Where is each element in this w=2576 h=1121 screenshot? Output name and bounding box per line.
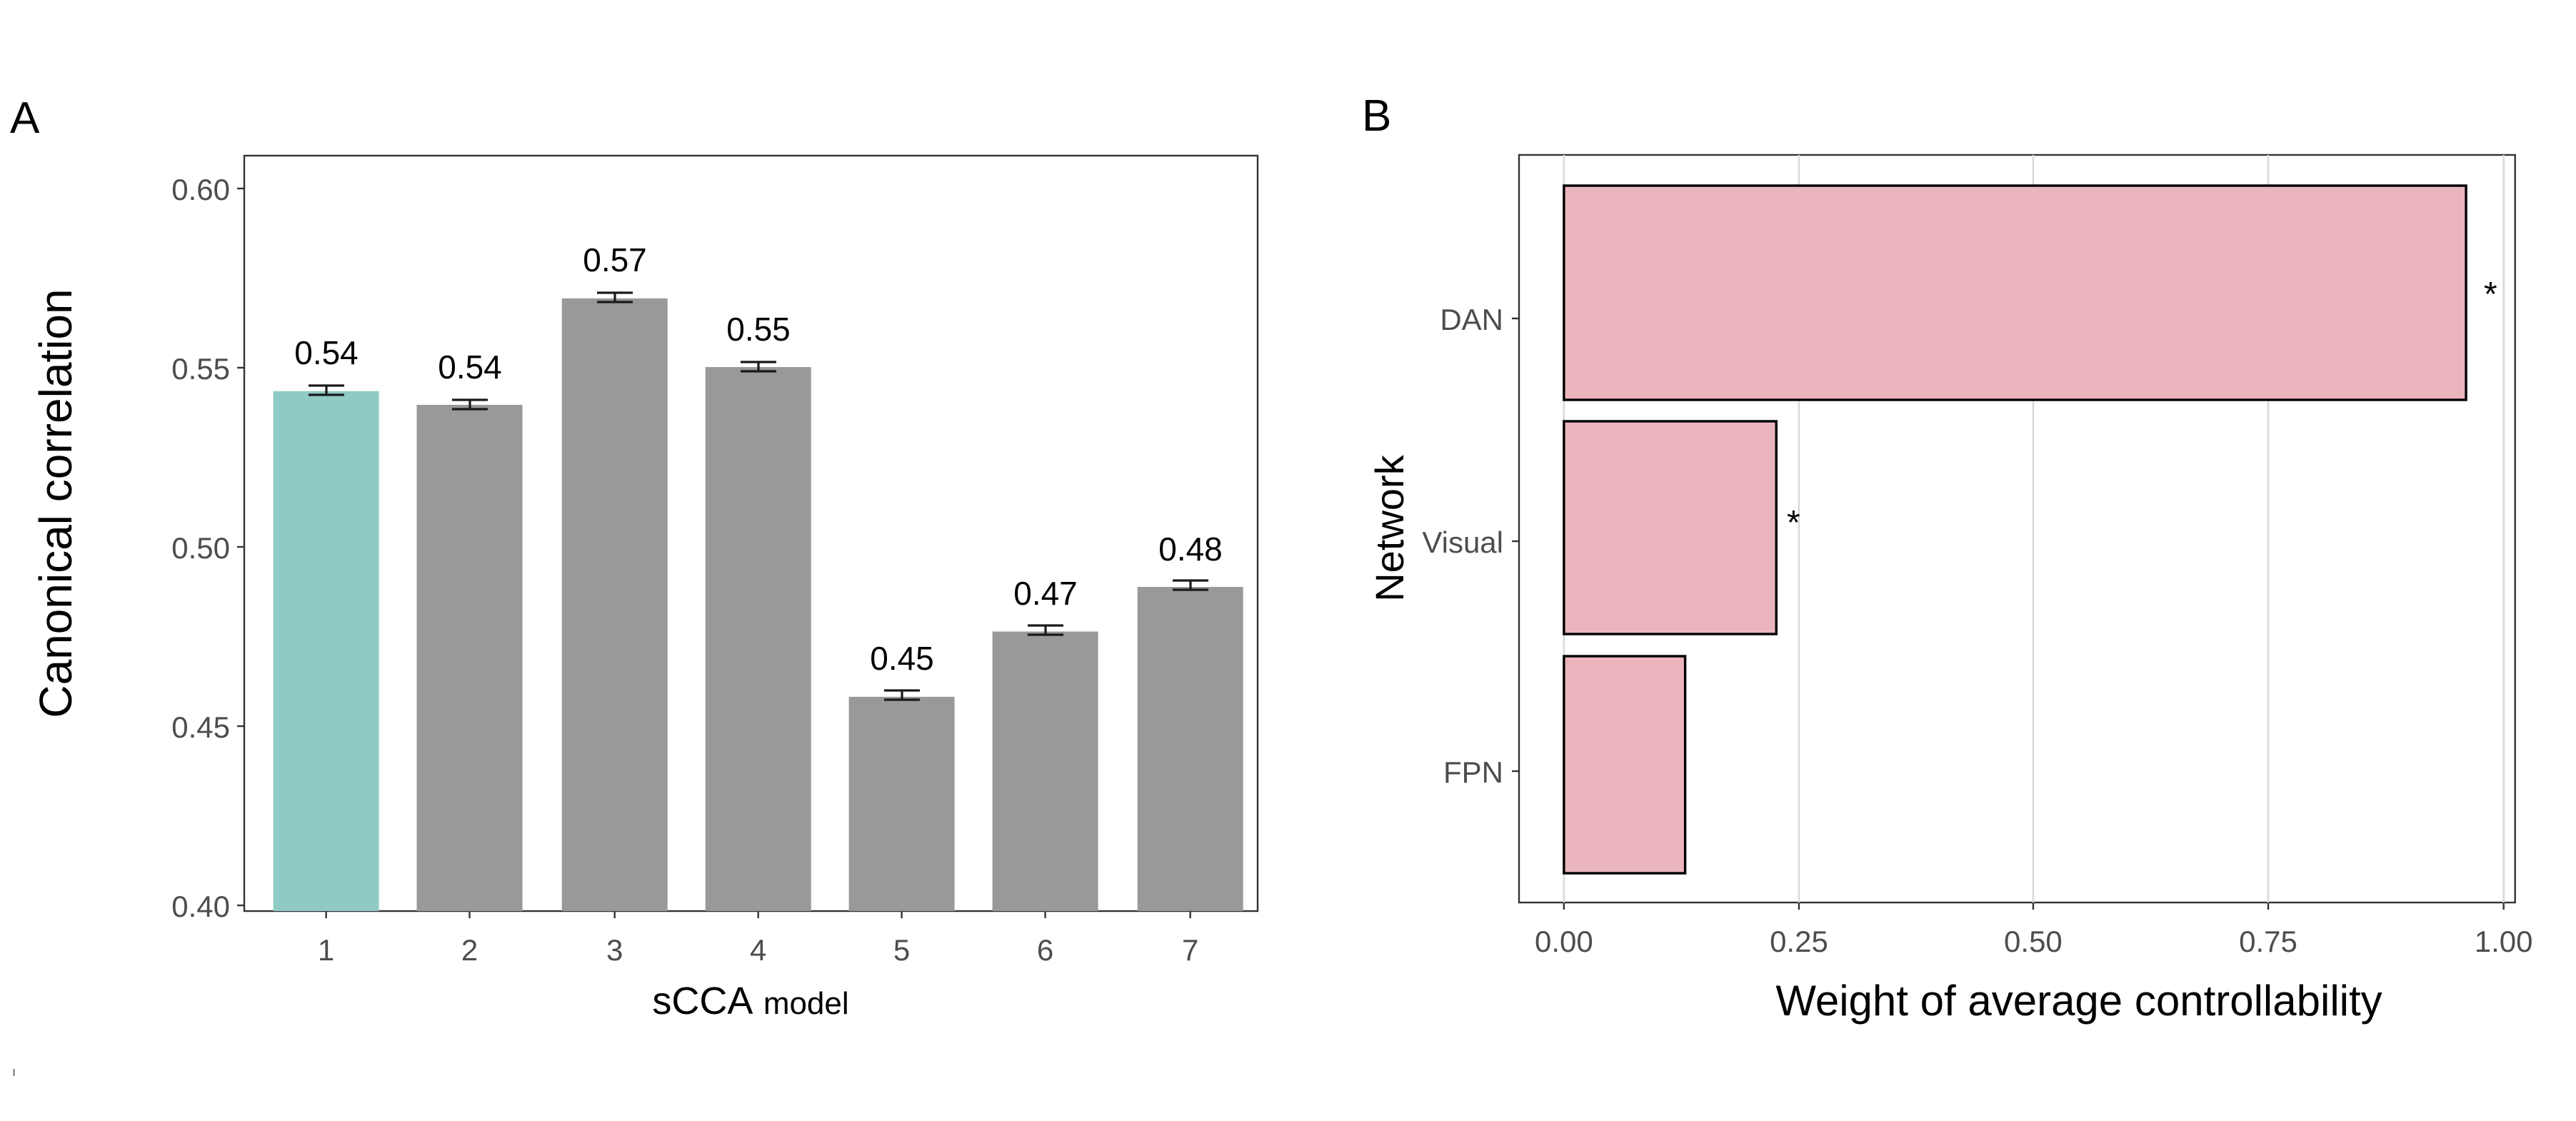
svg-text:6: 6 bbox=[1037, 933, 1053, 967]
svg-text:4: 4 bbox=[750, 933, 766, 967]
svg-text:0.50: 0.50 bbox=[2004, 925, 2063, 958]
svg-text:A: A bbox=[10, 94, 40, 143]
svg-text:Weight of average controllabil: Weight of average controllability bbox=[1775, 977, 2382, 1025]
svg-text:0.00: 0.00 bbox=[1535, 925, 1593, 958]
svg-text:0.75: 0.75 bbox=[2239, 925, 2297, 958]
svg-text:1.00: 1.00 bbox=[2475, 925, 2533, 958]
svg-text:7: 7 bbox=[1182, 933, 1198, 967]
svg-text:0.47: 0.47 bbox=[1013, 575, 1078, 612]
svg-text:*: * bbox=[1787, 504, 1800, 542]
svg-text:0.50: 0.50 bbox=[171, 531, 230, 565]
svg-text:5: 5 bbox=[893, 933, 910, 967]
svg-text:Canonical correlation: Canonical correlation bbox=[30, 288, 81, 718]
svg-text:FPN: FPN bbox=[1443, 755, 1503, 789]
svg-text:0.48: 0.48 bbox=[1158, 531, 1223, 568]
svg-text:*: * bbox=[2484, 276, 2497, 313]
svg-text:0.40: 0.40 bbox=[171, 890, 230, 923]
svg-text:0.55: 0.55 bbox=[171, 352, 230, 386]
svg-text:3: 3 bbox=[606, 933, 623, 967]
svg-text:Visual: Visual bbox=[1422, 526, 1503, 559]
svg-text:2: 2 bbox=[461, 933, 478, 967]
svg-text:0.45: 0.45 bbox=[870, 640, 934, 677]
svg-text:0.25: 0.25 bbox=[1770, 925, 1828, 958]
svg-text:B: B bbox=[1362, 91, 1391, 141]
svg-text:0.55: 0.55 bbox=[726, 311, 791, 348]
svg-text:DAN: DAN bbox=[1440, 303, 1503, 336]
svg-text:Network: Network bbox=[1367, 454, 1412, 601]
svg-text:0.54: 0.54 bbox=[438, 348, 502, 386]
svg-text:0.54: 0.54 bbox=[294, 334, 359, 371]
svg-text:sCCA model: sCCA model bbox=[652, 980, 848, 1022]
svg-text:0.45: 0.45 bbox=[171, 710, 230, 744]
svg-text:0.57: 0.57 bbox=[583, 241, 647, 278]
svg-text:1: 1 bbox=[318, 933, 334, 967]
svg-text:0.60: 0.60 bbox=[171, 173, 230, 206]
